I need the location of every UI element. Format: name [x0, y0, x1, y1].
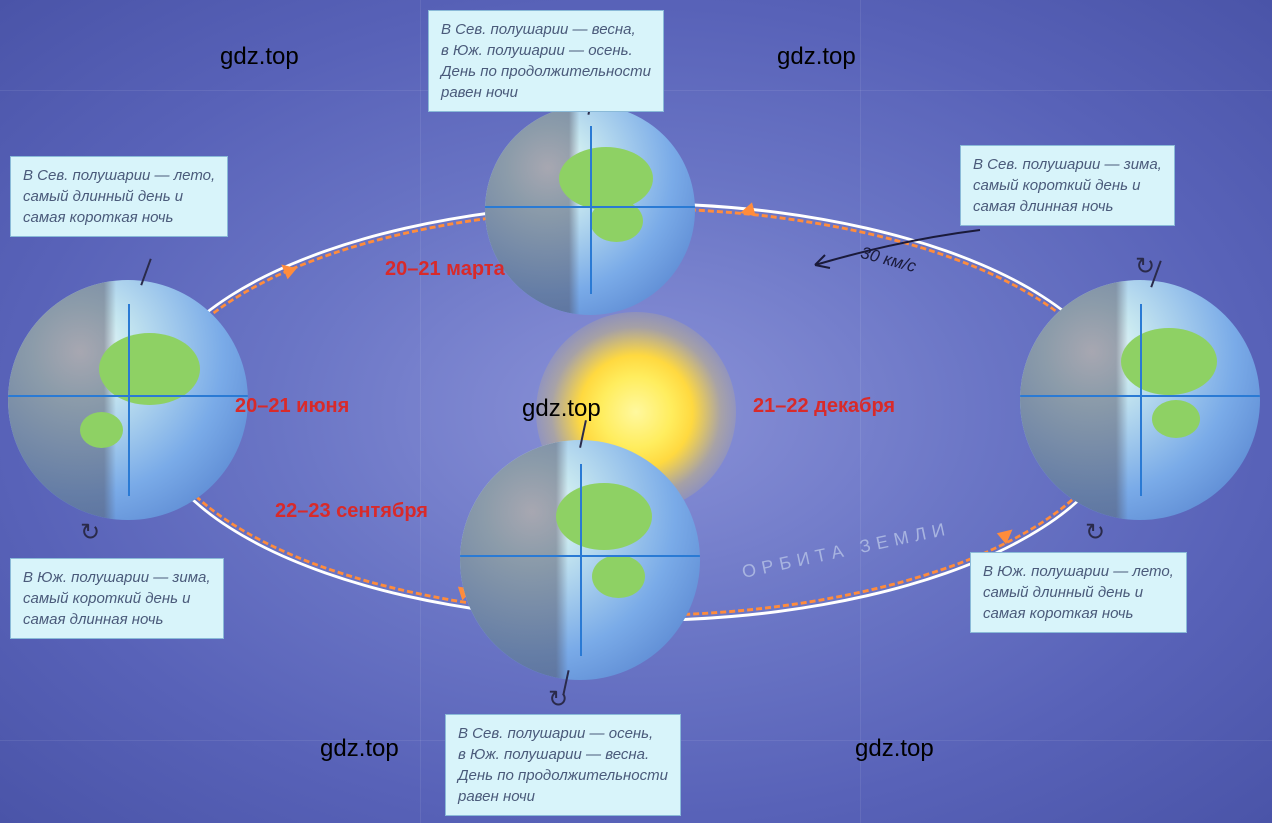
- desc-december-south: В Юж. полушарии — лето, самый длинный де…: [970, 552, 1187, 633]
- date-march: 20–21 марта: [385, 258, 505, 281]
- watermark: gdz.top: [855, 735, 934, 763]
- watermark: gdz.top: [522, 395, 601, 423]
- globe-december: [1020, 280, 1260, 520]
- date-june: 20–21 июня: [235, 395, 349, 418]
- globe-march: [485, 105, 695, 315]
- desc-december-north: В Сев. полушарии — зима, самый короткий …: [960, 145, 1175, 226]
- rotation-arrow-icon: ↻: [548, 685, 568, 714]
- desc-june-south: В Юж. полушарии — зима, самый короткий д…: [10, 558, 224, 639]
- watermark: gdz.top: [777, 43, 856, 71]
- desc-september: В Сев. полушарии — осень, в Юж. полушари…: [445, 714, 681, 816]
- desc-june-north: В Сев. полушарии — лето, самый длинный д…: [10, 156, 228, 237]
- date-september: 22–23 сентября: [275, 500, 428, 523]
- date-december: 21–22 декабря: [753, 395, 895, 418]
- desc-march: В Сев. полушарии — весна, в Юж. полушари…: [428, 10, 664, 112]
- rotation-arrow-icon: ↻: [80, 518, 100, 547]
- watermark: gdz.top: [320, 735, 399, 763]
- rotation-arrow-icon: ↻: [1135, 252, 1155, 281]
- globe-september: [460, 440, 700, 680]
- speed-arrow-icon: [800, 220, 1000, 280]
- rotation-arrow-icon: ↻: [1085, 518, 1105, 547]
- watermark: gdz.top: [220, 43, 299, 71]
- globe-june: [8, 280, 248, 520]
